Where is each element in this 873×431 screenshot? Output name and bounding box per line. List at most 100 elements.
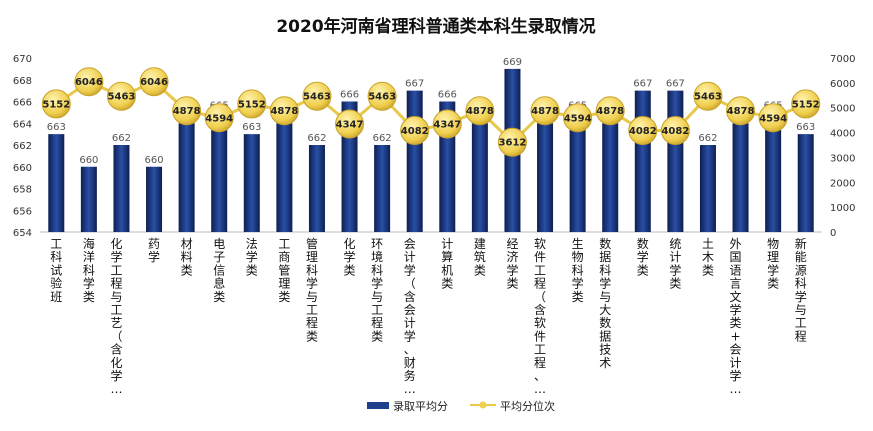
rank-point: [74, 67, 104, 97]
rank-point: [628, 116, 658, 146]
category-label-char: 生: [572, 237, 584, 251]
bar-value-label: 669: [503, 57, 522, 68]
category-label-char: 物: [767, 237, 779, 251]
category-label-char: 学: [110, 368, 122, 383]
category-label-char: 工: [110, 303, 122, 317]
bar-value-label: 660: [144, 155, 163, 166]
category-label-char: 类: [572, 290, 584, 304]
bar: [406, 90, 423, 232]
category-label-char: 学: [148, 249, 160, 264]
bar: [569, 112, 586, 232]
right-axis-tick: 3000: [830, 153, 855, 164]
bar: [602, 123, 619, 232]
legend-line-label: 平均分位次: [500, 399, 555, 413]
bar: [634, 90, 651, 232]
category-label-char: 计: [730, 356, 742, 370]
bar: [667, 90, 684, 232]
bar: [374, 145, 391, 232]
bar: [211, 112, 228, 232]
rank-point: [302, 81, 332, 111]
category-label-char: 、: [534, 369, 546, 383]
category-label-char: 工: [50, 237, 62, 251]
category-label-char: 类: [371, 329, 383, 343]
category-label-char: 科: [306, 263, 318, 277]
category-label-char: 类: [181, 263, 193, 277]
left-axis-tick: 656: [13, 206, 32, 217]
category-label-char: 班: [50, 290, 62, 304]
bar-value-label: 666: [340, 90, 359, 101]
right-axis-tick: 4000: [830, 129, 855, 140]
bar: [732, 123, 749, 232]
bar: [276, 123, 293, 232]
category-label-char: 学: [506, 262, 518, 277]
bar: [80, 166, 97, 232]
bar: [699, 145, 716, 232]
category-label-char: 类: [702, 263, 714, 277]
category-label-char: 程: [795, 328, 807, 343]
category-label-char: 学: [637, 249, 649, 264]
rank-value-label: 4878: [531, 106, 559, 117]
rank-value-label: 4347: [336, 119, 364, 130]
category-label-char: 学: [83, 276, 95, 291]
category-label-char: 大: [599, 303, 611, 317]
category-label-char: 类: [730, 316, 742, 330]
category-label-char: …: [730, 382, 742, 396]
right-axis-tick: 1000: [830, 203, 855, 214]
category-label-char: 工: [371, 303, 383, 317]
category-label-char: 学: [344, 249, 356, 264]
rank-point: [595, 96, 625, 126]
rank-point: [432, 109, 462, 139]
category-label-char: 与: [306, 290, 318, 304]
bar-value-label: 666: [438, 90, 457, 101]
bar-value-label: 667: [633, 79, 652, 90]
bar: [178, 123, 195, 232]
category-label-char: 科: [83, 263, 95, 277]
bar-value-label: 662: [698, 133, 717, 144]
category-label-char: 计: [441, 237, 453, 251]
category-label-char: 统: [669, 237, 681, 251]
legend: 录取平均分 平均分位次: [367, 399, 555, 413]
category-label-char: 件: [534, 329, 546, 343]
category-label-char: 数: [599, 236, 611, 251]
legend-bar-label: 录取平均分: [393, 400, 448, 413]
category-label-char: 类: [83, 290, 95, 304]
category-label-char: 计: [404, 250, 416, 264]
category-label-char: 文: [730, 289, 742, 304]
category-label-char: 与: [795, 303, 807, 317]
category-label-char: 试: [50, 262, 62, 277]
category-label-char: 机: [441, 263, 453, 277]
rank-value-label: 4347: [433, 119, 461, 130]
rank-value-label: 4878: [727, 106, 755, 117]
bar-value-label: 667: [405, 79, 424, 90]
bar: [48, 134, 65, 232]
rank-value-label: 5152: [238, 99, 266, 110]
category-label-char: …: [110, 382, 122, 396]
category-label-char: 源: [795, 263, 807, 277]
category-label-char: 会: [404, 237, 416, 251]
category-label-char: （: [534, 290, 546, 304]
category-label-char: （: [404, 277, 416, 291]
category-label-char: 科: [795, 277, 807, 291]
category-label-char: 类: [669, 277, 681, 291]
category-label: 化学工程与工艺（含化学…: [110, 237, 122, 396]
category-label-char: 与: [371, 290, 383, 304]
category-label-char: 算: [441, 249, 453, 264]
right-axis-tick: 0: [830, 228, 836, 239]
category-label-char: 含: [404, 289, 416, 304]
category-label-char: 与: [599, 290, 611, 304]
chart-title: 2020年河南省理科普通类本科生录取情况: [276, 16, 595, 37]
legend-bar-swatch: [367, 402, 389, 409]
bar: [471, 123, 488, 232]
rank-value-label: 6046: [75, 77, 103, 88]
rank-point: [530, 96, 560, 126]
category-label-char: 科: [599, 263, 611, 277]
bar-value-label: 662: [112, 133, 131, 144]
category-label-char: 信: [213, 263, 225, 277]
bar-value-label: 662: [373, 133, 392, 144]
left-axis-tick: 670: [13, 54, 32, 65]
category-label-char: 类: [441, 277, 453, 291]
category-label-char: 海: [83, 236, 95, 251]
category-label-char: 据: [599, 329, 611, 343]
